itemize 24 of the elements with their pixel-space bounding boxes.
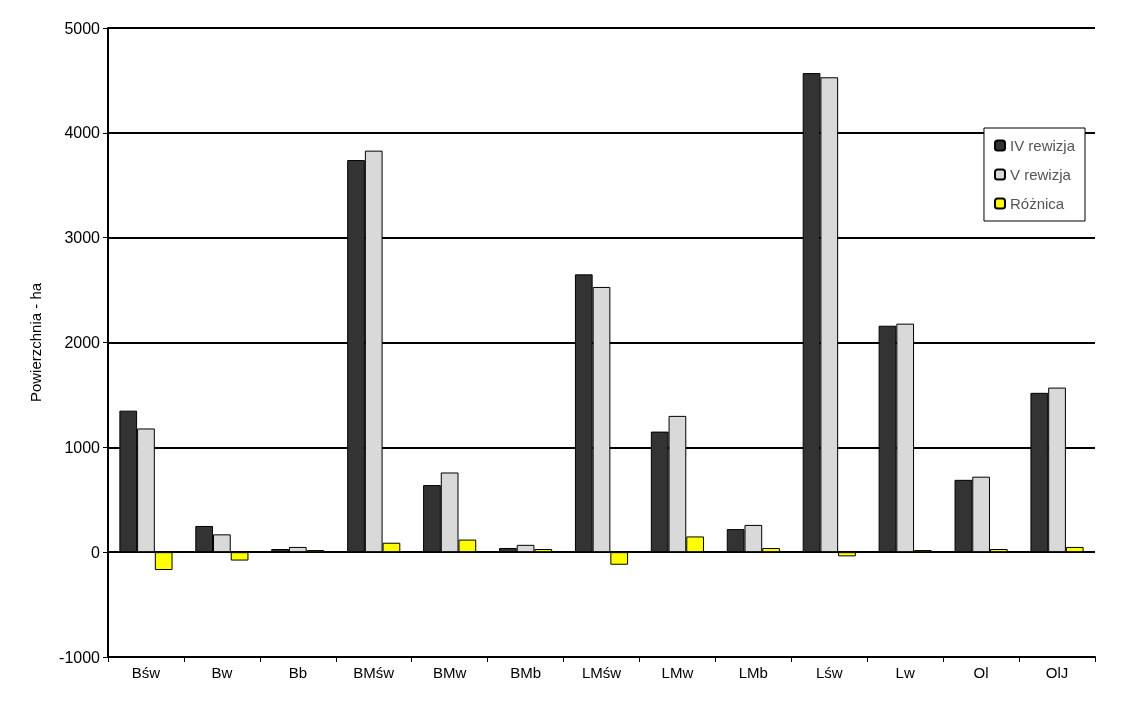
x-tick-label: BMw: [432, 664, 467, 681]
y-tick-label: 2000: [64, 334, 101, 351]
y-tick-label: 3000: [64, 229, 101, 247]
x-tick-label: Ol: [973, 664, 989, 681]
x-tick-label: Bw: [211, 664, 233, 681]
x-tick-label: Lw: [895, 664, 915, 681]
y-tick-label: 0: [91, 543, 101, 561]
y-tick-label: 4000: [64, 124, 101, 142]
x-tick-label: LMw: [661, 664, 694, 681]
y-tick-label: -1000: [59, 648, 101, 666]
x-tick-label: LMb: [738, 664, 768, 681]
legend-label: V rewizja: [1009, 166, 1072, 183]
legend-label: Różnica: [1009, 195, 1065, 212]
legend-label: IV rewizja: [1009, 137, 1076, 154]
y-tick-label: 1000: [64, 438, 101, 456]
x-tick-label: Bb: [288, 664, 307, 681]
x-tick-label: OlJ: [1045, 664, 1069, 681]
x-tick-label: BMśw: [353, 664, 395, 681]
x-tick-label: Lśw: [815, 664, 843, 681]
x-tick-label: Bśw: [131, 664, 161, 681]
x-tick-label: LMśw: [581, 664, 622, 681]
y-tick-label: 5000: [64, 19, 101, 37]
x-tick-label: BMb: [510, 664, 541, 681]
y-axis-title: Powierzchnia - ha: [27, 282, 44, 403]
